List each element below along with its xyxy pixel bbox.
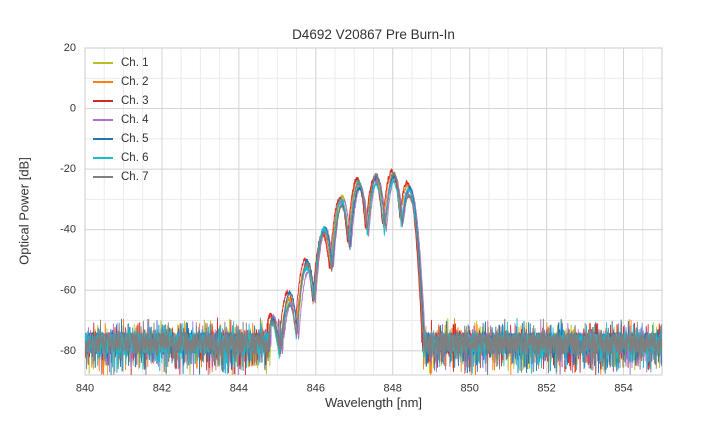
legend-item-ch-7: Ch. 7: [93, 170, 149, 184]
legend-line-swatch: [93, 100, 113, 102]
legend-label: Ch. 6: [121, 152, 149, 164]
legend-line-swatch: [93, 119, 113, 121]
legend-item-ch-5: Ch. 5: [93, 132, 149, 146]
legend-item-ch-3: Ch. 3: [93, 94, 149, 108]
legend-label: Ch. 3: [121, 95, 149, 107]
legend-label: Ch. 4: [121, 114, 149, 126]
legend: Ch. 1 Ch. 2 Ch. 3 Ch. 4 Ch. 5 Ch. 6 Ch. 7: [93, 56, 149, 184]
legend-label: Ch. 5: [121, 133, 149, 145]
legend-line-swatch: [93, 138, 113, 140]
legend-line-swatch: [93, 157, 113, 159]
y-axis-label: Optical Power [dB]: [16, 157, 32, 265]
x-axis-label: Wavelength [nm]: [324, 395, 423, 410]
legend-item-ch-1: Ch. 1: [93, 56, 149, 70]
legend-item-ch-6: Ch. 6: [93, 151, 149, 165]
legend-line-swatch: [93, 176, 113, 178]
legend-item-ch-2: Ch. 2: [93, 75, 149, 89]
legend-label: Ch. 7: [121, 171, 149, 183]
legend-label: Ch. 1: [121, 57, 149, 69]
legend-line-swatch: [93, 81, 113, 83]
chart-title: D4692 V20867 Pre Burn-In: [292, 27, 455, 42]
legend-label: Ch. 2: [121, 76, 149, 88]
legend-line-swatch: [93, 62, 113, 64]
legend-item-ch-4: Ch. 4: [93, 113, 149, 127]
